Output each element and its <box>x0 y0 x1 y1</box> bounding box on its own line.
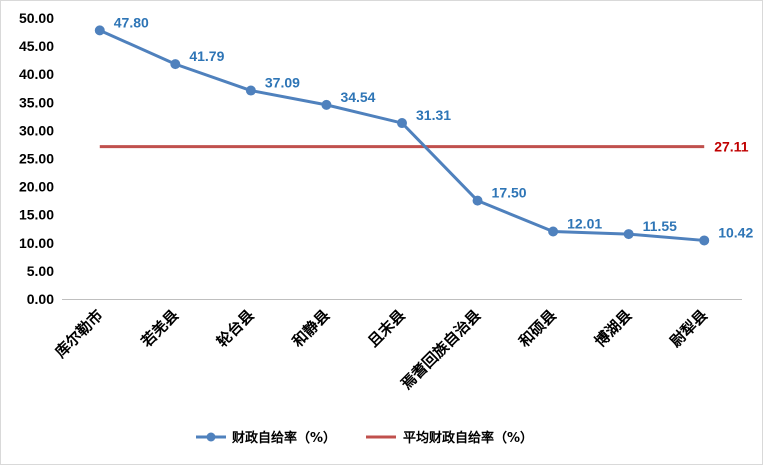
average-series: 27.11 <box>99 139 749 155</box>
y-tick-label: 35.00 <box>19 94 54 110</box>
data-label: 10.42 <box>718 224 753 240</box>
data-label: 41.79 <box>189 48 224 64</box>
legend-label-main: 财政自给率（%） <box>232 430 336 446</box>
data-label: 34.54 <box>340 89 375 105</box>
data-label: 12.01 <box>567 216 602 232</box>
data-point <box>170 59 181 70</box>
x-tick-label: 和硕县 <box>515 306 560 351</box>
data-point <box>623 229 634 240</box>
data-point <box>245 85 256 96</box>
data-label: 11.55 <box>643 218 677 234</box>
data-label: 47.80 <box>114 14 149 30</box>
data-point <box>548 226 559 237</box>
legend-marker-main <box>206 432 216 442</box>
legend: 财政自给率（%） 平均财政自给率（%） <box>196 430 533 446</box>
y-tick-label: 10.00 <box>19 235 54 251</box>
y-tick-label: 50.00 <box>19 10 54 26</box>
x-tick-label: 轮台县 <box>213 306 258 351</box>
data-point <box>397 118 407 129</box>
data-point <box>321 99 332 110</box>
x-tick-label: 若羌县 <box>137 306 182 351</box>
data-point <box>699 235 710 246</box>
y-tick-label: 20.00 <box>19 179 54 195</box>
data-label: 37.09 <box>265 75 300 91</box>
y-tick-label: 30.00 <box>19 122 54 138</box>
y-axis: 0.00 5.00 10.00 15.00 20.00 25.00 30.00 35.00 40… <box>19 10 54 307</box>
x-tick-label: 尉犁县 <box>666 306 711 351</box>
y-tick-label: 15.00 <box>19 207 54 223</box>
y-tick-label: 5.00 <box>27 263 54 279</box>
data-label: 31.31 <box>416 107 451 123</box>
data-label: 17.50 <box>492 185 527 201</box>
data-point <box>94 25 105 36</box>
legend-label-average: 平均财政自给率（%） <box>403 430 533 446</box>
x-tick-label: 库尔勒市 <box>51 306 106 361</box>
main-series: 47.80 41.79 37.09 34.54 31.31 17.50 12.01 11.55… <box>94 14 753 246</box>
x-tick-label: 焉耆回族自治县 <box>397 306 484 393</box>
data-point <box>472 195 483 206</box>
x-tick-label: 博湖县 <box>591 306 636 351</box>
y-tick-label: 0.00 <box>27 291 54 307</box>
y-tick-label: 25.00 <box>19 151 54 167</box>
x-tick-label: 和静县 <box>289 306 334 351</box>
y-tick-label: 40.00 <box>19 66 54 82</box>
average-data-label: 27.11 <box>714 139 748 155</box>
y-tick-label: 45.00 <box>19 38 54 54</box>
x-tick-label: 且末县 <box>364 306 409 351</box>
